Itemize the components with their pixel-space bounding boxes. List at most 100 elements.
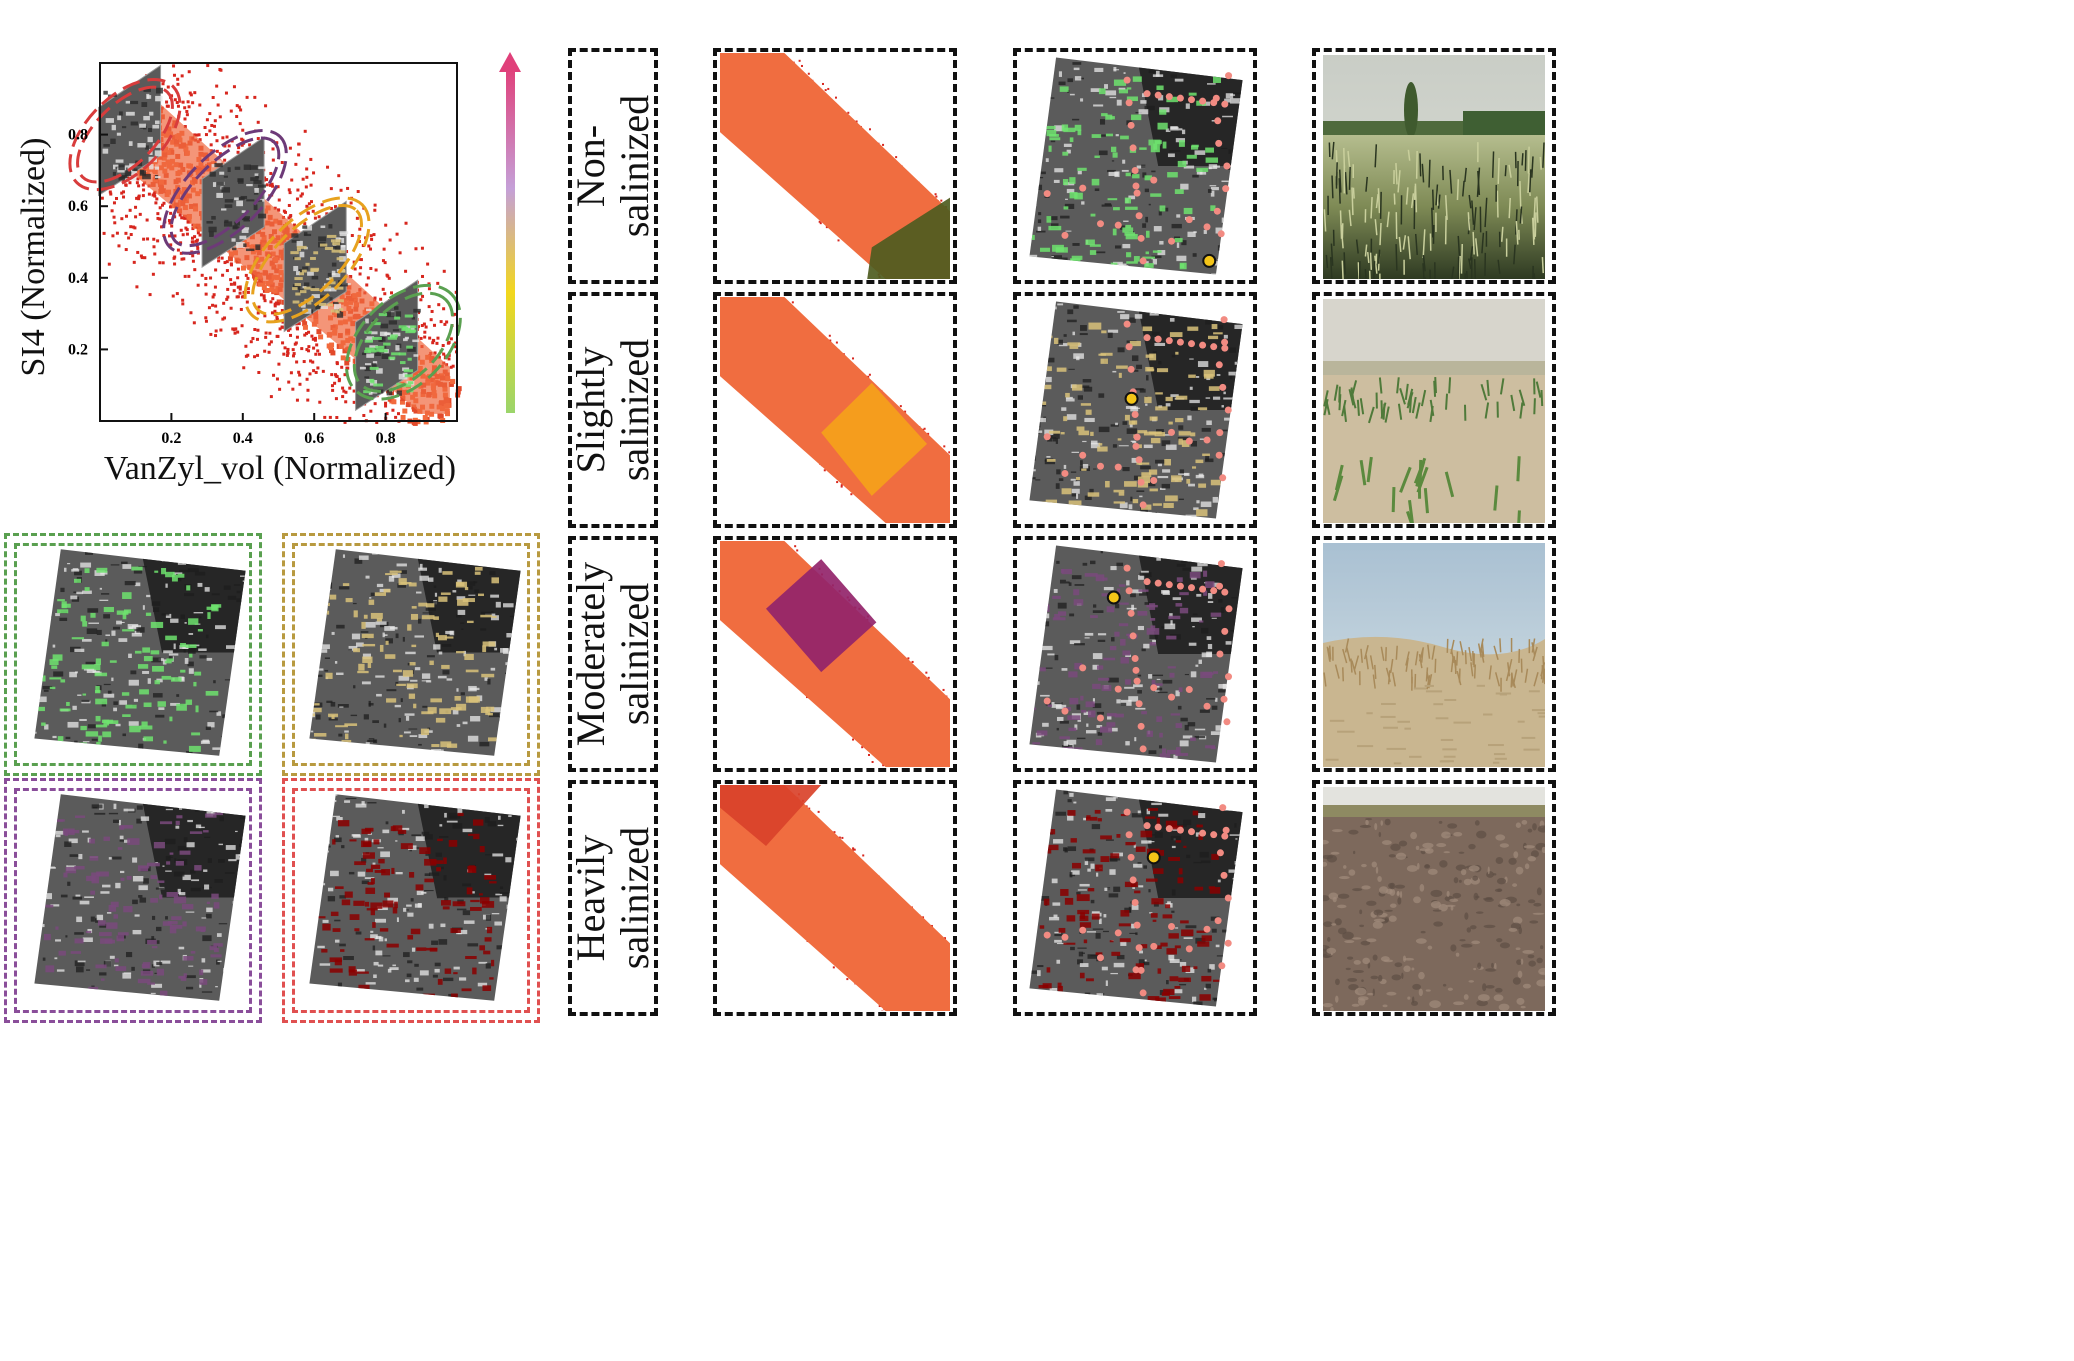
class-overlay-patch <box>1032 618 1040 625</box>
density-point <box>442 269 446 273</box>
class-overlay-patch <box>63 872 68 878</box>
class-overlay-patch <box>379 644 384 652</box>
class-overlay-patch <box>1112 152 1118 158</box>
sample-point <box>1221 588 1229 596</box>
class-overlay-patch <box>316 827 321 833</box>
sample-point <box>1127 853 1135 861</box>
band-point <box>925 671 928 674</box>
class-overlay-patch <box>1213 671 1219 674</box>
class-overlay-patch <box>1097 446 1108 452</box>
class-overlay-patch <box>1133 256 1140 262</box>
density-point <box>306 388 310 392</box>
class-overlay-patch <box>1199 994 1211 1001</box>
class-overlay-patch <box>1142 326 1153 332</box>
band-point <box>852 738 855 741</box>
class-overlay-patch <box>1068 500 1082 506</box>
class-overlay-patch <box>44 933 51 941</box>
class-overlay-patch <box>409 662 416 666</box>
density-point <box>315 343 319 347</box>
band-point <box>840 484 843 487</box>
scatter-svg: 0.2 0.4 0.6 0.80.20.40.60.8 <box>68 62 462 447</box>
class-overlay-patch <box>1149 603 1156 610</box>
density-point <box>187 274 191 278</box>
class-overlay-patch <box>1082 995 1091 1000</box>
class-overlay-patch <box>1179 592 1189 596</box>
class-overlay-patch <box>396 683 406 686</box>
class-overlay-patch <box>1120 910 1130 917</box>
density-point <box>369 247 373 251</box>
density-point <box>183 106 187 110</box>
class-overlay-patch <box>489 977 494 980</box>
class-overlay-patch <box>1062 179 1069 186</box>
density-point <box>385 412 389 416</box>
class-overlay-patch <box>147 939 157 945</box>
density-point <box>256 120 260 124</box>
class-overlay-patch <box>185 699 193 705</box>
class-overlay-patch <box>1106 606 1115 613</box>
density-point <box>182 257 186 261</box>
class-overlay-patch <box>1032 742 1041 745</box>
class-overlay-patch <box>1038 984 1049 989</box>
class-overlay-patch <box>384 654 396 659</box>
class-overlay-patch <box>488 881 497 884</box>
class-overlay-patch <box>1084 573 1098 577</box>
density-point <box>442 307 446 311</box>
class-overlay-patch <box>39 606 44 612</box>
density-point <box>344 390 348 394</box>
band-point <box>867 753 870 756</box>
density-point <box>142 237 146 241</box>
class-overlay-patch <box>1111 951 1121 956</box>
class-overlay-patch <box>1196 824 1203 828</box>
class-overlay-patch <box>415 884 424 891</box>
class-overlay-patch <box>1207 335 1219 340</box>
class-overlay-patch <box>1087 888 1095 892</box>
class-overlay-patch <box>1205 745 1216 749</box>
class-overlay-patch <box>478 893 483 896</box>
class-region <box>720 785 822 847</box>
class-overlay-patch <box>349 839 357 842</box>
class-overlay-patch <box>406 683 418 689</box>
class-overlay-patch <box>137 978 151 984</box>
class-overlay-patch <box>1159 732 1163 738</box>
density-point <box>287 203 291 207</box>
class-overlay-patch <box>89 838 95 844</box>
class-overlay-patch <box>472 819 484 826</box>
density-point <box>297 370 301 374</box>
density-point <box>229 109 233 113</box>
sample-point <box>1154 823 1162 831</box>
label-box-moderate <box>568 536 658 772</box>
class-overlay-patch <box>34 646 39 653</box>
density-point <box>316 349 320 353</box>
class-overlay-patch <box>383 588 391 593</box>
class-overlay-patch <box>94 663 101 671</box>
band-point <box>840 485 843 488</box>
class-overlay-patch <box>1145 354 1154 358</box>
class-overlay-patch <box>168 921 178 925</box>
density-point <box>214 334 218 338</box>
density-point <box>219 328 223 332</box>
density-point <box>282 209 286 213</box>
class-overlay-patch <box>1073 747 1083 754</box>
class-overlay-patch <box>60 987 73 992</box>
class-overlay-patch <box>95 715 101 722</box>
density-point <box>198 138 202 142</box>
class-overlay-patch <box>1095 864 1103 872</box>
density-point <box>269 340 273 344</box>
density-point <box>113 221 117 225</box>
density-point <box>185 110 189 114</box>
density-point <box>219 68 223 72</box>
label-box-non <box>568 48 658 284</box>
class-overlay-patch <box>195 705 199 713</box>
density-point <box>213 119 217 123</box>
class-overlay-patch <box>1187 326 1199 331</box>
class-overlay-patch <box>89 855 99 861</box>
density-point <box>275 315 279 319</box>
density-point <box>185 113 189 117</box>
density-point <box>172 64 176 68</box>
class-overlay-patch <box>1076 894 1090 902</box>
class-overlay-patch <box>1137 476 1150 484</box>
class-overlay-patch <box>491 959 495 967</box>
class-overlay-patch <box>1067 810 1076 816</box>
band-point <box>948 451 950 454</box>
density-point <box>375 420 379 424</box>
